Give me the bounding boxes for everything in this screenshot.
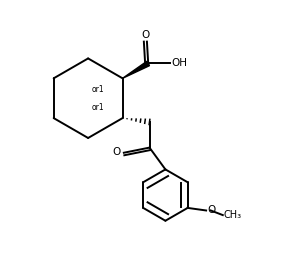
Text: O: O xyxy=(207,205,215,215)
Polygon shape xyxy=(123,61,149,78)
Text: O: O xyxy=(112,147,121,157)
Text: CH₃: CH₃ xyxy=(224,210,242,220)
Text: or1: or1 xyxy=(92,85,105,94)
Text: O: O xyxy=(141,30,150,40)
Text: or1: or1 xyxy=(92,103,105,112)
Text: OH: OH xyxy=(171,58,187,68)
